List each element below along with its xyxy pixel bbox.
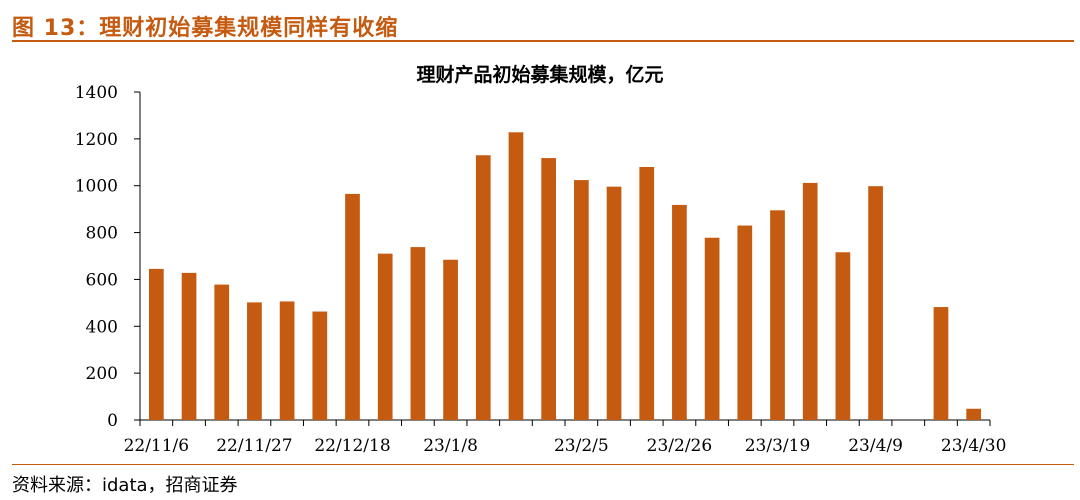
x-axis: 22/11/6 22/11/27 22/12/18 23/1/8 23/2/5 23/2/… [124,419,1007,456]
bar-23-3-5 [704,237,720,420]
x-tick-label: 23/2/5 [554,436,609,456]
x-tick-label: 22/11/27 [216,436,292,456]
bar-chart: 理财产品初始募集规模，亿元 0200400600800100012001400 … [75,63,1007,456]
chart-area: 理财产品初始募集规模，亿元 0 200 400 600 800 1000 1200 1400 … [0,50,1080,460]
figure-footer: 资料来源：idata，招商证券 [12,464,1074,497]
y-tick-label: 200 [86,364,118,384]
y-axis: 0 200 400 600 800 1000 1200 1400 [75,83,141,431]
y-tick-label: 600 [86,270,118,290]
bars [148,132,982,420]
bar-23-3-19 [770,210,785,420]
y-tick-label: 1000 [75,177,118,197]
y-tick-label: 1200 [75,130,118,150]
bar-22-11-20 [214,284,230,420]
bar-23-1-15 [475,155,491,420]
x-tick-label: 23/4/9 [848,436,903,456]
bar-23-3-12 [737,225,753,420]
bar-23-4-9 [868,186,883,420]
y-tick-label: 0 [107,411,118,431]
y-tick-label: 400 [86,317,118,337]
bar-23-3-26 [802,182,818,420]
bar-22-12-4 [279,301,295,420]
y-tick-label: 800 [86,224,118,244]
bar-23-4-2 [835,252,851,420]
bar-22-12-25 [377,253,393,420]
x-tick-label: 22/12/18 [314,436,390,456]
bar-23-2-12 [606,186,622,420]
bar-23-2-5 [573,180,589,420]
x-tick-label: 23/2/26 [647,436,713,456]
bar-23-1-22 [508,132,524,420]
bar-22-12-11 [312,311,328,420]
x-tick-label: 23/1/8 [423,436,478,456]
y-tick-label: 1400 [75,83,118,103]
chart-title: 理财产品初始募集规模，亿元 [416,63,663,86]
figure-source: 资料来源：idata，招商证券 [12,475,238,496]
x-tick-label: 23/4/30 [941,436,1007,456]
x-tick-label: 23/3/19 [745,436,811,456]
figure-title: 图 13：理财初始募集规模同样有收缩 [12,16,399,41]
bar-22-11-13 [181,272,197,420]
bar-23-4-30 [966,408,982,420]
bar-23-2-26 [672,204,687,420]
bar-22-11-6 [148,268,164,420]
figure-header: 图 13：理财初始募集规模同样有收缩 [12,6,1074,42]
bar-23-4-23 [933,307,949,420]
bar-23-1-8 [443,259,458,420]
bar-23-2-19 [639,166,655,420]
x-tick-label: 22/11/6 [124,436,190,456]
bar-23-1-29 [541,158,557,420]
bar-22-11-27 [247,302,262,420]
bar-22-12-18 [345,193,360,420]
bar-23-1-1 [410,247,426,420]
